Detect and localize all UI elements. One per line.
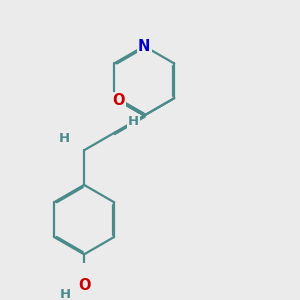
Text: N: N — [138, 39, 150, 54]
Text: O: O — [78, 278, 90, 293]
Text: H: H — [128, 115, 139, 128]
Text: H: H — [59, 288, 70, 300]
Text: O: O — [112, 93, 125, 108]
Text: H: H — [59, 133, 70, 146]
